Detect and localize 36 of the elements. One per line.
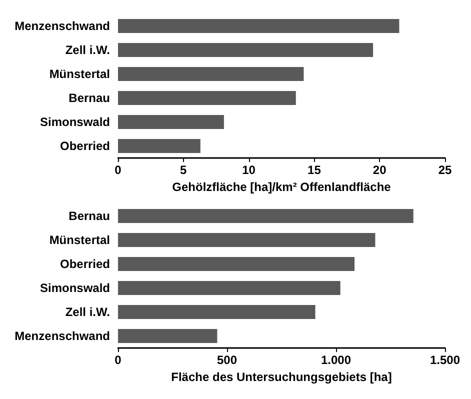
bar <box>118 257 355 271</box>
x-axis-title: Fläche des Untersuchungsgebiets [ha] <box>171 370 392 384</box>
y-tick-label: Oberried <box>60 139 110 153</box>
x-axis-title: Gehölzfläche [ha]/km² Offenlandfläche <box>172 180 392 194</box>
y-tick-label: Bernau <box>68 209 110 223</box>
bar <box>118 305 316 319</box>
x-tick-label: 0 <box>114 353 122 367</box>
y-tick-label: Zell i.W. <box>65 305 110 319</box>
y-tick-label: Menzenschwand <box>14 19 110 33</box>
x-tick-label: 1.000 <box>320 353 352 367</box>
y-tick-label: Simonswald <box>40 115 110 129</box>
bar <box>118 209 414 223</box>
y-tick-label: Menzenschwand <box>14 329 110 343</box>
x-tick-label: 500 <box>216 353 238 367</box>
y-tick-label: Münstertal <box>49 233 110 247</box>
x-tick-label: 5 <box>180 163 188 177</box>
bar <box>118 19 400 33</box>
y-tick-label: Münstertal <box>49 67 110 81</box>
bar <box>118 43 374 57</box>
y-tick-label: Simonswald <box>40 281 110 295</box>
bar <box>118 281 340 295</box>
y-tick-label: Oberried <box>60 257 110 271</box>
x-tick-label: 20 <box>372 163 387 177</box>
y-tick-label: Zell i.W. <box>65 43 110 57</box>
x-tick-label: 10 <box>242 163 256 177</box>
x-tick-label: 25 <box>438 163 452 177</box>
y-tick-label: Bernau <box>68 91 110 105</box>
x-tick-label: 15 <box>308 163 322 177</box>
bar <box>118 139 200 153</box>
bar <box>118 67 304 81</box>
x-tick-label: 1.500 <box>430 353 460 367</box>
bar <box>118 115 224 129</box>
bar <box>118 233 376 247</box>
x-tick-label: 0 <box>114 163 122 177</box>
bar <box>118 329 218 343</box>
bar <box>118 91 296 105</box>
